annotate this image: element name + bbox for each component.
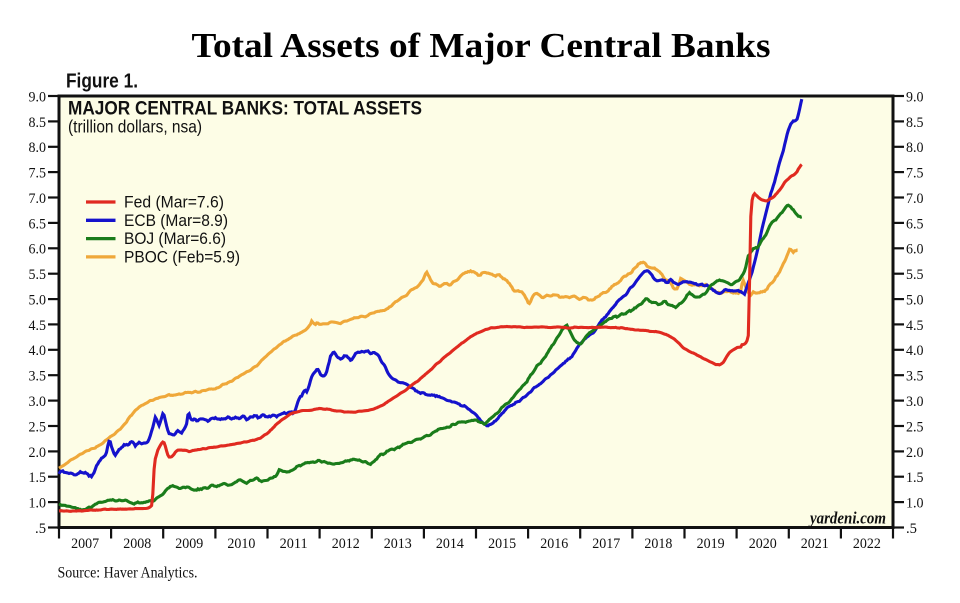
- svg-text:2021: 2021: [801, 536, 829, 552]
- svg-text:2007: 2007: [71, 536, 99, 552]
- svg-text:2022: 2022: [853, 536, 881, 552]
- svg-text:2.0: 2.0: [29, 445, 47, 461]
- svg-text:Total Assets of Major Central: Total Assets of Major Central Banks: [192, 26, 771, 65]
- svg-text:2010: 2010: [227, 536, 255, 552]
- svg-text:6.5: 6.5: [29, 216, 47, 232]
- svg-text:3.5: 3.5: [906, 369, 924, 385]
- svg-text:7.5: 7.5: [29, 166, 47, 182]
- svg-text:MAJOR CENTRAL BANKS: TOTAL ASS: MAJOR CENTRAL BANKS: TOTAL ASSETS: [68, 98, 422, 120]
- svg-text:8.5: 8.5: [906, 115, 924, 131]
- svg-text:3.5: 3.5: [29, 369, 47, 385]
- svg-text:2016: 2016: [540, 536, 568, 552]
- svg-text:2019: 2019: [697, 536, 725, 552]
- svg-text:2012: 2012: [332, 536, 360, 552]
- svg-text:2020: 2020: [749, 536, 777, 552]
- svg-text:1.5: 1.5: [29, 470, 47, 486]
- svg-text:7.0: 7.0: [906, 191, 924, 207]
- svg-text:8.5: 8.5: [29, 115, 47, 131]
- svg-text:7.5: 7.5: [906, 166, 924, 182]
- svg-text:4.0: 4.0: [29, 343, 47, 359]
- svg-text:.5: .5: [906, 521, 917, 537]
- svg-text:4.5: 4.5: [29, 318, 47, 334]
- svg-text:yardeni.com: yardeni.com: [808, 509, 886, 528]
- svg-text:2017: 2017: [592, 536, 620, 552]
- svg-text:7.0: 7.0: [29, 191, 47, 207]
- svg-text:2008: 2008: [123, 536, 151, 552]
- svg-text:Source: Haver Analytics.: Source: Haver Analytics.: [58, 565, 198, 582]
- svg-text:5.0: 5.0: [906, 293, 924, 309]
- svg-text:5.5: 5.5: [906, 267, 924, 283]
- svg-text:BOJ (Mar=6.6): BOJ (Mar=6.6): [124, 230, 226, 248]
- svg-text:2.5: 2.5: [906, 419, 924, 435]
- svg-text:Fed (Mar=7.6): Fed (Mar=7.6): [124, 194, 224, 212]
- svg-text:2009: 2009: [175, 536, 203, 552]
- svg-text:2011: 2011: [280, 536, 308, 552]
- svg-text:2015: 2015: [488, 536, 516, 552]
- svg-text:6.5: 6.5: [906, 216, 924, 232]
- svg-text:2013: 2013: [384, 536, 412, 552]
- svg-text:Figure 1.: Figure 1.: [66, 71, 138, 93]
- svg-text:1.0: 1.0: [29, 496, 47, 512]
- svg-text:6.0: 6.0: [906, 242, 924, 258]
- svg-text:.5: .5: [35, 521, 46, 537]
- svg-text:5.5: 5.5: [29, 267, 47, 283]
- svg-text:2.5: 2.5: [29, 419, 47, 435]
- svg-text:3.0: 3.0: [29, 394, 47, 410]
- svg-text:2018: 2018: [644, 536, 672, 552]
- svg-text:PBOC (Feb=5.9): PBOC (Feb=5.9): [124, 249, 240, 267]
- svg-text:8.0: 8.0: [29, 140, 47, 156]
- svg-text:2014: 2014: [436, 536, 465, 552]
- svg-text:(trillion dollars, nsa): (trillion dollars, nsa): [68, 117, 202, 137]
- svg-text:2.0: 2.0: [906, 445, 924, 461]
- svg-text:1.5: 1.5: [906, 470, 924, 486]
- svg-text:8.0: 8.0: [906, 140, 924, 156]
- svg-text:1.0: 1.0: [906, 496, 924, 512]
- svg-text:4.5: 4.5: [906, 318, 924, 334]
- svg-text:9.0: 9.0: [906, 89, 924, 105]
- svg-text:4.0: 4.0: [906, 343, 924, 359]
- svg-text:6.0: 6.0: [29, 242, 47, 258]
- svg-text:3.0: 3.0: [906, 394, 924, 410]
- svg-text:ECB (Mar=8.9): ECB (Mar=8.9): [124, 212, 228, 230]
- svg-text:5.0: 5.0: [29, 293, 47, 309]
- svg-text:9.0: 9.0: [29, 89, 47, 105]
